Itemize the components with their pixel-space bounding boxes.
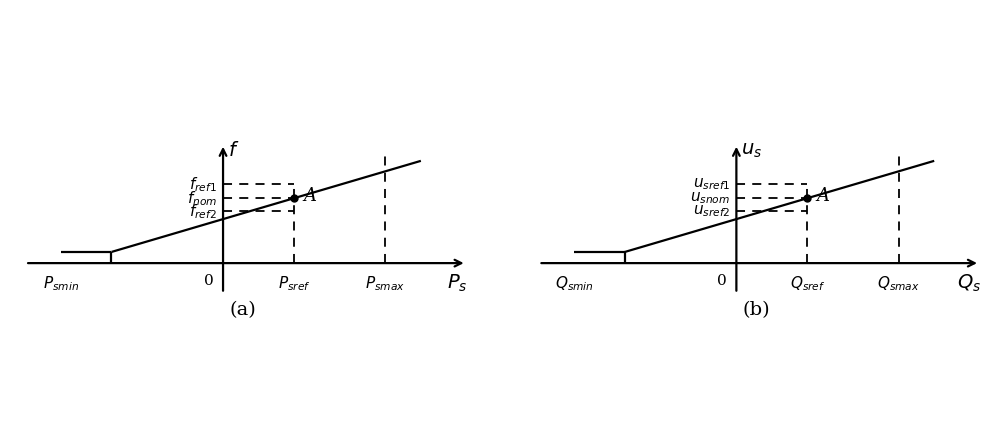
- Text: $f_{ref2}$: $f_{ref2}$: [189, 202, 217, 221]
- Text: $Q_{smax}$: $Q_{smax}$: [877, 274, 920, 293]
- Text: 0: 0: [717, 274, 727, 288]
- Text: $u_{sref1}$: $u_{sref1}$: [693, 176, 730, 192]
- Text: $f$: $f$: [228, 141, 239, 160]
- Text: $f_{ref1}$: $f_{ref1}$: [189, 175, 217, 194]
- Text: $Q_{sref}$: $Q_{sref}$: [790, 274, 825, 293]
- Text: $P_{smax}$: $P_{smax}$: [365, 274, 405, 293]
- Text: $u_{sref2}$: $u_{sref2}$: [693, 204, 730, 219]
- Text: $Q_{smin}$: $Q_{smin}$: [555, 274, 594, 293]
- Text: $u_{snom}$: $u_{snom}$: [690, 191, 730, 206]
- Text: $P_{sref}$: $P_{sref}$: [278, 274, 310, 293]
- Text: A: A: [303, 187, 316, 205]
- Text: $P_s$: $P_s$: [447, 272, 468, 293]
- Text: (b): (b): [743, 301, 770, 319]
- Text: $Q_s$: $Q_s$: [957, 272, 981, 293]
- Text: $u_s$: $u_s$: [741, 141, 763, 160]
- Text: $P_{smin}$: $P_{smin}$: [43, 274, 79, 293]
- Text: $f_{nom}$: $f_{nom}$: [187, 189, 217, 208]
- Text: A: A: [817, 187, 830, 205]
- Text: (a): (a): [230, 301, 257, 319]
- Text: 0: 0: [204, 274, 214, 288]
